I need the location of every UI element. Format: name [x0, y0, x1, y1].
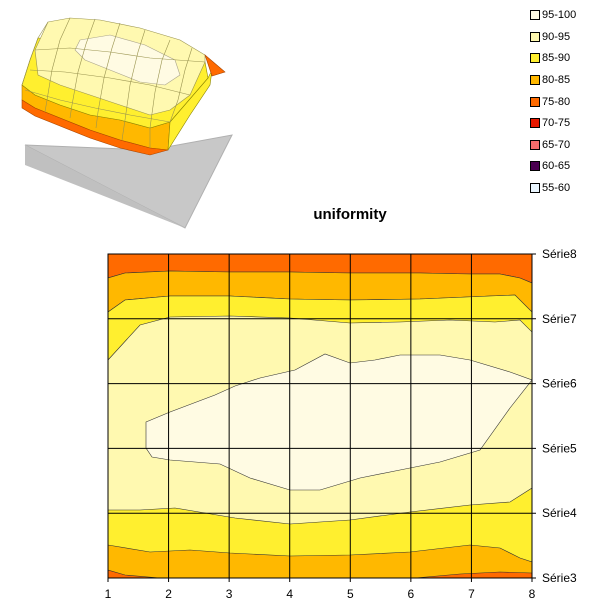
legend: 95-100 90-95 85-90 80-85 75-80 70-75 65-70 60-6… [526, 6, 596, 201]
surface-base-plane [24, 134, 233, 229]
y-tick-label: Série4 [542, 506, 577, 520]
legend-item: 85-90 [526, 49, 596, 67]
legend-label: 65-70 [542, 138, 571, 151]
chart-title: uniformity [313, 206, 387, 223]
legend-label: 85-90 [542, 52, 571, 65]
x-tick-label: 3 [226, 587, 233, 600]
legend-swatch [530, 31, 540, 42]
y-tick-label: Série5 [542, 441, 577, 455]
legend-swatch [530, 161, 540, 172]
y-tick-label: Série3 [542, 571, 577, 585]
x-tick-label: 4 [286, 587, 293, 600]
legend-item: 95-100 [526, 6, 596, 24]
x-tick-label: 5 [347, 587, 354, 600]
legend-swatch [530, 53, 540, 64]
legend-label: 80-85 [542, 73, 571, 86]
legend-swatch [530, 118, 540, 129]
surface-3d-chart [21, 17, 233, 229]
legend-item: 70-75 [526, 114, 596, 132]
x-tick-label: 8 [529, 587, 536, 600]
x-tick-label: 2 [165, 587, 172, 600]
surface-tip [204, 54, 226, 77]
surface-band-75-80 [21, 99, 169, 156]
legend-label: 75-80 [542, 95, 571, 108]
band-75-80-bottom [108, 569, 161, 578]
x-axis: 1 2 3 4 5 6 7 8 [105, 587, 536, 600]
band-75-80-bottom-right [414, 571, 532, 578]
legend-item: 55-60 [526, 179, 596, 197]
surface-band-95-100 [74, 34, 181, 86]
legend-item: 60-65 [526, 157, 596, 175]
band-80-85-bottom [108, 544, 532, 578]
legend-label: 55-60 [542, 182, 571, 195]
x-tick-label: 7 [468, 587, 475, 600]
legend-label: 90-95 [542, 30, 571, 43]
x-tick-label: 6 [408, 587, 415, 600]
y-axis: Série3 Série4 Série5 Série6 Série7 Série8 [542, 247, 577, 585]
legend-swatch [530, 10, 540, 20]
legend-swatch [530, 139, 540, 150]
surface-base-plane-edge [25, 145, 185, 228]
y-tick-label: Série6 [542, 377, 577, 391]
legend-label: 95-100 [542, 9, 577, 21]
contour-plot-area [108, 254, 532, 578]
band-85-90-top [108, 294, 532, 361]
legend-item: 75-80 [526, 93, 596, 111]
legend-item: 80-85 [526, 71, 596, 89]
legend-item: 90-95 [526, 28, 596, 46]
y-tick-label: Série8 [542, 247, 577, 261]
surface-mesh [21, 17, 206, 148]
legend-label: 70-75 [542, 117, 571, 130]
band-95-100-core [145, 353, 532, 491]
plot-border [107, 253, 533, 579]
legend-label: 60-65 [542, 160, 571, 173]
legend-swatch [530, 183, 540, 194]
legend-item: 65-70 [526, 136, 596, 154]
legend-swatch [530, 96, 540, 107]
y-tick-label: Série7 [542, 312, 577, 326]
x-tick-label: 1 [105, 587, 112, 600]
legend-swatch [530, 74, 540, 85]
